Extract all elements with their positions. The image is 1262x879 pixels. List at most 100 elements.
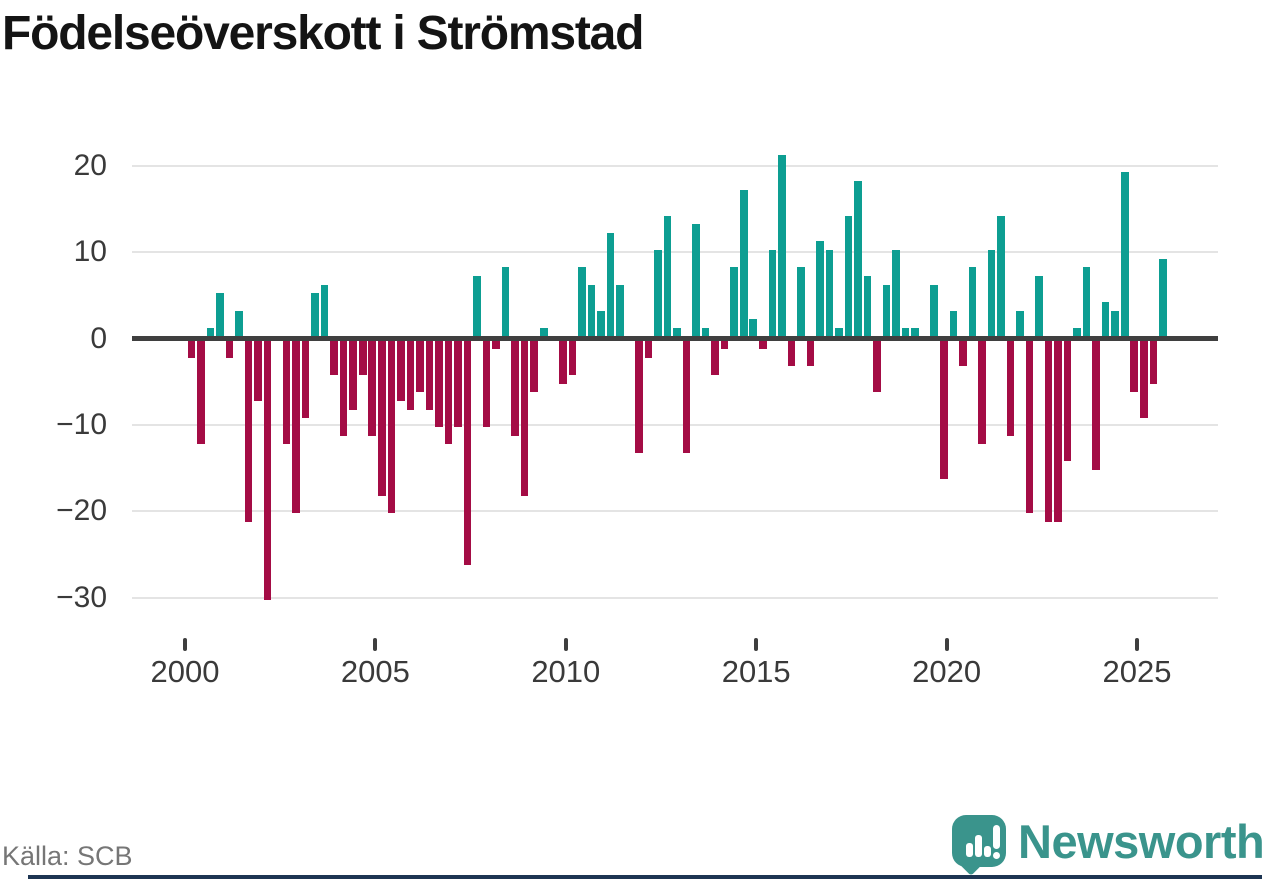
quarter-bar [949,310,958,337]
logo-chart-bar-icon [984,846,991,857]
quarter-bar [739,189,748,337]
quarter-bar [1054,340,1062,522]
brand-wordmark: Newsworthy [1018,815,1262,868]
quarter-bar [235,310,243,337]
quarter-bar [206,327,215,337]
x-axis-tick [754,638,759,651]
quarter-bar [959,340,967,367]
quarter-bar [482,340,491,427]
quarter-bar [797,267,805,337]
x-axis-year-label: 2000 [150,654,220,689]
quarter-bar [987,250,996,337]
quarter-bar [606,232,615,337]
quarter-bar [939,340,948,479]
quarter-bar [1101,301,1110,337]
quarter-bar [473,276,481,337]
quarter-bar [530,340,538,393]
quarter-bar [463,340,472,566]
quarter-bar [339,340,348,436]
quarter-bar [320,284,329,337]
quarter-bar [511,340,519,436]
quarter-bar [854,180,862,337]
quarter-bar [368,340,377,436]
y-axis-tick-label: 20 [73,148,107,182]
quarter-bar [616,284,624,337]
y-axis-tick-label: −20 [56,494,107,528]
x-axis-year-label: 2020 [912,654,982,689]
quarter-bar [663,215,672,337]
quarter-bar [539,327,548,337]
quarter-bar [454,340,462,427]
quarter-bar [501,267,510,337]
quarter-bar [978,340,986,445]
y-axis-tick-label: −10 [56,407,107,441]
quarter-bar [378,340,386,497]
quarter-bar [997,215,1005,337]
quarter-bar [816,241,824,337]
quarter-bar [873,340,881,393]
source-attribution: Källa: SCB [2,841,133,871]
quarter-bar [587,284,596,337]
quarter-bar [892,250,900,337]
quarter-bar [397,340,405,401]
x-axis-tick [563,638,568,651]
quarter-bar [1006,340,1015,436]
quarter-bar [301,340,310,419]
quarter-bar [901,327,910,337]
quarter-bar [197,340,205,445]
quarter-bar [1035,276,1043,337]
quarter-bar [749,319,758,337]
quarter-bar [1159,258,1167,337]
quarter-bar [387,340,396,514]
quarter-bar [282,340,291,445]
quarter-bar [730,267,739,337]
x-axis-zero-line [132,336,1218,341]
y-axis-tick-label: 10 [73,235,107,269]
quarter-bar [1092,340,1100,471]
y-axis-tick-label: −30 [56,580,107,614]
x-axis-tick [1135,638,1139,651]
logo-chart-bar-icon [975,835,982,857]
logo-exclamation-icon [993,825,1000,849]
quarter-bar [778,155,786,337]
gridline [132,251,1218,254]
y-axis-tick-label: 0 [90,321,107,355]
quarter-bar [644,340,653,358]
quarter-bar [435,340,443,427]
chart-title: Födelseöverskott i Strömstad [2,7,644,60]
logo-chart-bar-icon [966,843,973,857]
x-axis-year-label: 2025 [1102,654,1172,689]
quarter-bar [558,340,567,384]
quarter-bar [654,250,662,337]
quarter-bar [1111,310,1120,337]
quarter-bar [578,267,586,337]
speech-bubble-bar-chart-icon [952,815,1006,867]
gridline [132,164,1218,167]
quarter-bar [768,250,777,337]
logo-exclamation-dot-icon [993,852,1000,859]
quarter-bar [930,284,939,337]
x-axis-tick [944,638,949,651]
x-axis-year-label: 2005 [340,654,410,689]
quarter-bar [720,340,729,350]
quarter-bar [825,250,834,337]
quarter-bar [968,267,977,337]
newsworthy-logo: Newsworthy [948,812,1262,876]
quarter-bar [844,215,853,337]
quarter-bar [244,340,253,522]
quarter-bar [1149,340,1158,384]
x-axis-year-label: 2010 [531,654,601,689]
quarter-bar [806,340,815,367]
gridline [132,423,1218,426]
quarter-bar [682,340,691,453]
quarter-bar [254,340,262,401]
quarter-bar [673,327,681,337]
quarter-bar [225,340,234,358]
quarter-bar [701,327,710,337]
quarter-bar [406,340,415,410]
quarter-bar [911,327,919,337]
quarter-bar [1120,172,1129,337]
quarter-bar [1063,340,1072,462]
quarter-bar [425,340,434,410]
